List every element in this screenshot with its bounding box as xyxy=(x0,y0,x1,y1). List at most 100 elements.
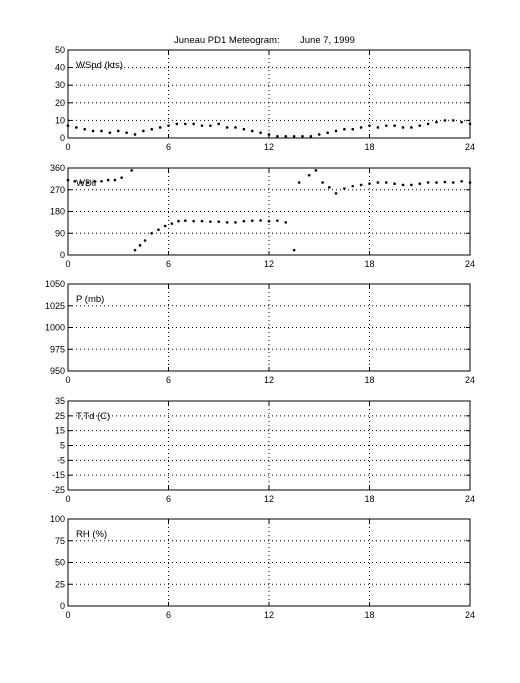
y-tick-label: 975 xyxy=(50,344,65,354)
data-point xyxy=(307,173,311,177)
data-point xyxy=(183,122,187,126)
data-point xyxy=(116,129,120,133)
data-point xyxy=(460,120,463,124)
data-point xyxy=(234,126,237,129)
x-tick-label: 6 xyxy=(166,494,171,504)
data-point xyxy=(343,187,346,190)
data-point xyxy=(401,126,405,129)
panel-label: WSpd (kts) xyxy=(76,60,123,71)
data-point xyxy=(451,181,455,184)
y-tick-label: 15 xyxy=(55,426,65,436)
y-tick-label: 1050 xyxy=(45,279,65,289)
data-point xyxy=(66,178,70,182)
x-tick-label: 18 xyxy=(364,610,374,620)
data-point xyxy=(443,180,447,184)
data-point xyxy=(393,124,396,127)
data-point xyxy=(120,176,123,179)
data-point xyxy=(133,248,137,252)
data-point xyxy=(351,127,355,131)
y-tick-label: 0 xyxy=(60,601,65,611)
data-point xyxy=(242,127,246,131)
y-tick-label: 75 xyxy=(55,536,65,546)
data-point xyxy=(217,220,221,223)
panel-label: RH (%) xyxy=(76,529,107,540)
data-point xyxy=(143,239,147,242)
x-tick-label: 0 xyxy=(65,142,70,152)
y-tick-label: 5 xyxy=(60,441,65,451)
data-point xyxy=(426,181,430,184)
y-tick-label: 360 xyxy=(50,163,65,173)
data-point xyxy=(267,219,271,223)
data-point xyxy=(351,184,355,188)
data-point xyxy=(284,134,288,138)
data-point xyxy=(384,124,388,127)
panel-3: 0 6 12 18 24 -25 -15 -5 5 15 25 35 T,Td (C) xyxy=(52,396,475,504)
y-tick-label: 25 xyxy=(55,411,65,421)
data-point xyxy=(93,179,97,183)
x-tick-label: 18 xyxy=(364,259,374,269)
y-tick-label: 50 xyxy=(55,558,65,568)
data-point xyxy=(177,219,180,223)
data-point xyxy=(292,134,296,138)
data-point xyxy=(468,122,472,126)
data-point xyxy=(167,124,170,127)
data-point xyxy=(292,248,296,252)
x-tick-label: 24 xyxy=(465,142,475,152)
x-tick-label: 12 xyxy=(264,494,274,504)
data-point xyxy=(91,129,95,133)
data-point xyxy=(209,124,212,127)
data-point xyxy=(334,192,338,195)
data-point xyxy=(234,221,237,224)
y-tick-label: -5 xyxy=(57,455,65,465)
data-point xyxy=(142,129,145,133)
data-point xyxy=(418,124,422,127)
x-tick-label: 0 xyxy=(65,494,70,504)
data-point xyxy=(250,129,254,133)
data-point xyxy=(321,181,324,184)
data-point xyxy=(401,183,405,187)
data-point xyxy=(209,220,212,223)
data-point xyxy=(138,244,142,247)
x-tick-label: 12 xyxy=(264,259,274,269)
data-point xyxy=(443,119,447,122)
data-point xyxy=(80,181,83,184)
data-point xyxy=(410,183,413,187)
data-point xyxy=(100,179,103,183)
data-point xyxy=(359,126,363,129)
x-tick-label: 18 xyxy=(364,142,374,152)
y-tick-label: 270 xyxy=(50,185,65,195)
data-point xyxy=(250,219,254,222)
data-point xyxy=(73,179,76,183)
panel-4: 0 6 12 18 24 0 25 50 75 100 RH (%) xyxy=(50,514,475,620)
x-tick-label: 24 xyxy=(465,610,475,620)
data-point xyxy=(66,124,70,127)
panel-label: P (mb) xyxy=(76,294,104,305)
y-tick-label: 950 xyxy=(50,366,65,376)
x-tick-label: 6 xyxy=(166,375,171,385)
data-point xyxy=(460,179,463,183)
y-tick-label: -15 xyxy=(52,470,65,480)
y-tick-label: 25 xyxy=(55,579,65,589)
data-point xyxy=(130,169,133,172)
y-tick-label: 1025 xyxy=(45,301,65,311)
data-point xyxy=(242,219,246,223)
data-point xyxy=(175,122,179,126)
data-point xyxy=(359,183,363,187)
data-point xyxy=(100,129,103,133)
x-tick-label: 12 xyxy=(264,375,274,385)
data-point xyxy=(301,134,304,138)
y-tick-label: 10 xyxy=(55,115,65,125)
data-point xyxy=(410,126,413,129)
data-point xyxy=(451,119,455,122)
data-point xyxy=(314,169,318,172)
data-point xyxy=(317,133,321,136)
data-point xyxy=(276,219,279,222)
data-point xyxy=(384,181,388,184)
data-point xyxy=(328,186,331,189)
panel-label: WDir xyxy=(76,178,97,189)
y-tick-label: 50 xyxy=(55,45,65,55)
data-point xyxy=(170,222,174,225)
x-tick-label: 0 xyxy=(65,259,70,269)
